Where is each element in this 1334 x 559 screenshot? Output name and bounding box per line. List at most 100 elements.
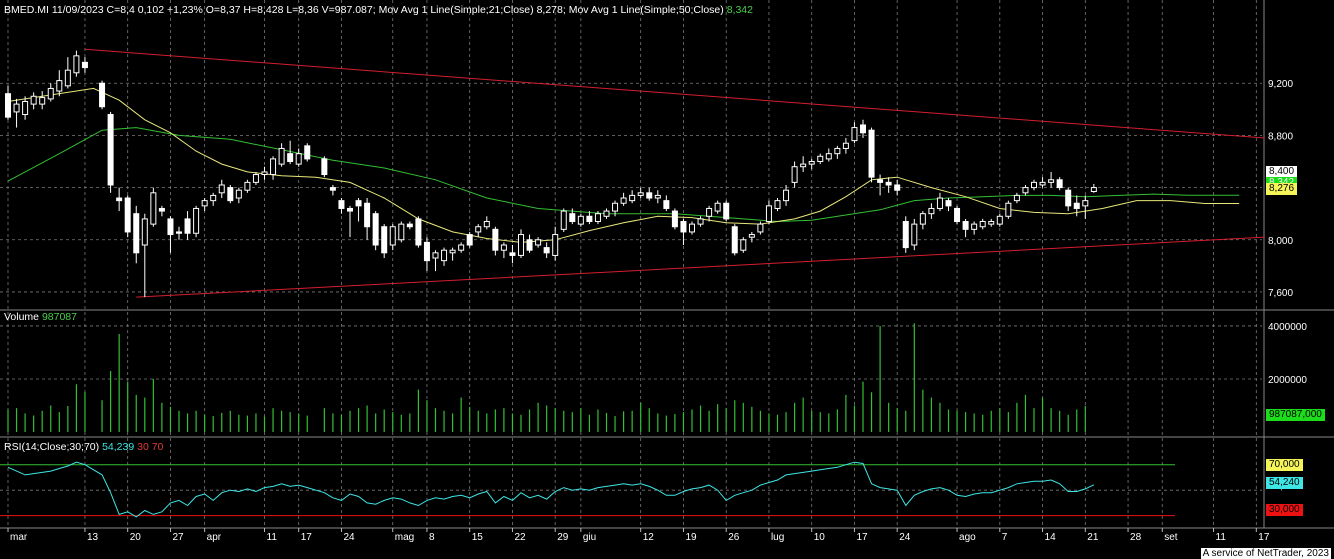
candle-up	[141, 218, 148, 246]
candle-down	[415, 218, 422, 246]
candle-up	[278, 147, 285, 165]
time-tick-label: 26	[728, 532, 740, 543]
price-tick-label: 8,800	[1268, 131, 1293, 142]
candle-down	[158, 207, 165, 212]
candle-up	[210, 194, 217, 202]
candle-down	[723, 202, 730, 220]
candle-up	[808, 161, 815, 165]
candle-down	[569, 213, 576, 223]
last-price-tag: 8,400	[1266, 166, 1298, 178]
candle-down	[304, 145, 311, 160]
candle-up	[800, 163, 807, 168]
candle-up	[1022, 187, 1029, 194]
candle-up	[689, 223, 695, 233]
candle-up	[740, 239, 747, 251]
candle-down	[543, 247, 550, 254]
price-line: BMED.MI 11/09/2023 C=8,4 0,102 +1,23% O=…	[4, 4, 376, 16]
candle-down	[372, 213, 379, 246]
candle-up	[774, 200, 781, 209]
candle-up	[791, 166, 798, 183]
candle-up	[252, 174, 259, 183]
candle-up	[706, 207, 713, 217]
time-tick-label: 19	[685, 532, 697, 543]
candle-up	[193, 207, 200, 234]
candle-up	[603, 210, 610, 217]
candle-up	[500, 244, 507, 251]
candle-down	[860, 124, 866, 134]
time-tick-label: 7	[1002, 532, 1008, 543]
candle-up	[996, 215, 1003, 225]
candle-up	[979, 221, 986, 228]
volume-label: Volume	[4, 311, 40, 323]
rsi-current-tag: 54,240	[1266, 477, 1303, 489]
candle-up	[928, 207, 935, 215]
ma50-value: 8,342	[726, 4, 753, 16]
ma50-line	[7, 127, 1240, 223]
candle-down	[381, 226, 388, 254]
candle-up	[629, 194, 636, 202]
candle-up	[560, 210, 567, 230]
candle-up	[988, 221, 995, 225]
candle-down	[1073, 202, 1080, 209]
candle-down	[492, 228, 499, 251]
candle-down	[877, 179, 884, 183]
candle-up	[1005, 202, 1012, 217]
axis-labels: 9,200 8,800 8,400 8,000 7,600 4000000 2000000 m…	[7, 79, 1307, 543]
time-tick-label: 17	[1258, 532, 1270, 543]
ma21-line	[7, 87, 1240, 243]
rsi-label: RSI(14;Close;30;70)	[4, 441, 100, 453]
time-tick-label: mag	[395, 532, 414, 543]
ma50-label: Mov Avg 1 Line(Simple;50;Close)	[568, 4, 724, 16]
candle-down	[133, 213, 140, 254]
candle-up	[518, 234, 524, 256]
candle-up	[458, 244, 465, 251]
candle-down	[423, 241, 430, 262]
candlesticks	[5, 50, 1097, 298]
rsi-line	[7, 461, 1095, 518]
candle-down	[364, 202, 371, 228]
candle-up	[218, 184, 225, 194]
candle-up	[577, 215, 584, 225]
candle-up	[765, 205, 772, 223]
candle-down	[1056, 179, 1063, 189]
candle-up	[1031, 181, 1037, 189]
ma21-label: Mov Avg 1 Line(Simple;21;Close)	[378, 4, 534, 16]
trendline	[84, 48, 1265, 139]
candle-down	[902, 221, 909, 249]
candle-up	[919, 213, 926, 225]
candle-up	[971, 223, 978, 230]
candle-up	[637, 192, 644, 196]
candle-up	[911, 223, 918, 246]
candle-up	[842, 142, 849, 149]
candle-down	[99, 82, 106, 108]
candle-down	[355, 200, 362, 207]
time-tick-label: 17	[856, 532, 868, 543]
candle-down	[1065, 189, 1072, 207]
time-tick-label: 15	[472, 532, 484, 543]
candle-down	[731, 226, 738, 254]
price-header: BMED.MI 11/09/2023 C=8,4 0,102 +1,23% O=…	[4, 4, 753, 16]
candle-up	[552, 234, 559, 256]
time-tick-label: 29	[557, 532, 569, 543]
candle-up	[1090, 187, 1097, 193]
candle-up	[30, 95, 37, 105]
volume-bars	[7, 323, 1086, 432]
credit-text: A service of NetTrader, 2023	[1200, 548, 1331, 559]
candle-down	[406, 223, 413, 228]
candle-up	[535, 239, 542, 246]
time-tick-label: 28	[1130, 532, 1142, 543]
candle-up	[834, 147, 841, 155]
candle-up	[150, 192, 157, 225]
ma21-price-tag: 8,276	[1266, 183, 1298, 195]
candle-up	[1082, 200, 1089, 207]
rsi-lower-tag: 30,000	[1266, 504, 1303, 516]
candle-up	[714, 202, 721, 212]
candle-up	[398, 223, 405, 241]
time-tick-label: giu	[583, 532, 596, 543]
candle-down	[321, 158, 328, 176]
time-tick-label: 21	[1087, 532, 1099, 543]
candle-up	[825, 153, 832, 160]
time-tick-label: 17	[301, 532, 313, 543]
candle-up	[73, 55, 80, 74]
